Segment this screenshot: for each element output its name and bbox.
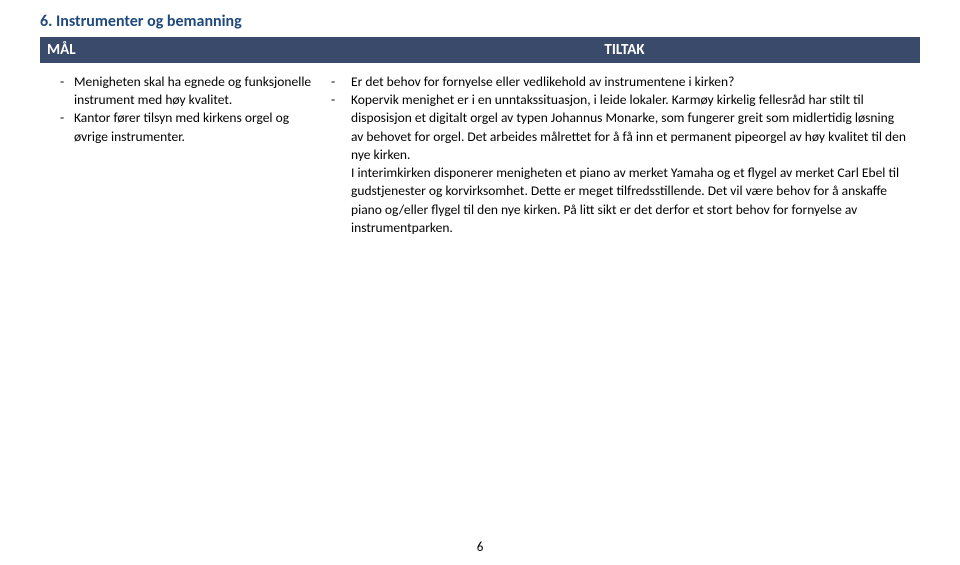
list-item-text: Kantor fører tilsyn med kirkens orgel og… (74, 109, 321, 145)
list-item-text: Er det behov for fornyelse eller vedlike… (351, 73, 912, 91)
bullet-dash: - (331, 91, 351, 237)
content-row: - Menigheten skal ha egnede og funksjone… (40, 63, 920, 241)
bullet-dash: - (331, 73, 351, 91)
section-heading: 6. Instrumenter og bemanning (40, 12, 920, 31)
bullet-dash: - (60, 73, 74, 109)
header-mal: MÅL (41, 38, 330, 62)
tiltak-column: - Er det behov for fornyelse eller vedli… (329, 69, 920, 241)
list-item-text: Kopervik menighet er i en unntakssituasj… (351, 91, 912, 237)
header-tiltak: TILTAK (330, 38, 919, 62)
list-item: - Kopervik menighet er i en unntakssitua… (331, 91, 912, 237)
list-item-text: Menigheten skal ha egnede og funksjonell… (74, 73, 321, 109)
mal-column: - Menigheten skal ha egnede og funksjone… (40, 69, 329, 241)
table-header: MÅL TILTAK (40, 37, 920, 63)
list-item: - Menigheten skal ha egnede og funksjone… (60, 73, 321, 109)
bullet-dash: - (60, 109, 74, 145)
list-item: - Kantor fører tilsyn med kirkens orgel … (60, 109, 321, 145)
list-item: - Er det behov for fornyelse eller vedli… (331, 73, 912, 91)
page-number: 6 (0, 540, 960, 555)
